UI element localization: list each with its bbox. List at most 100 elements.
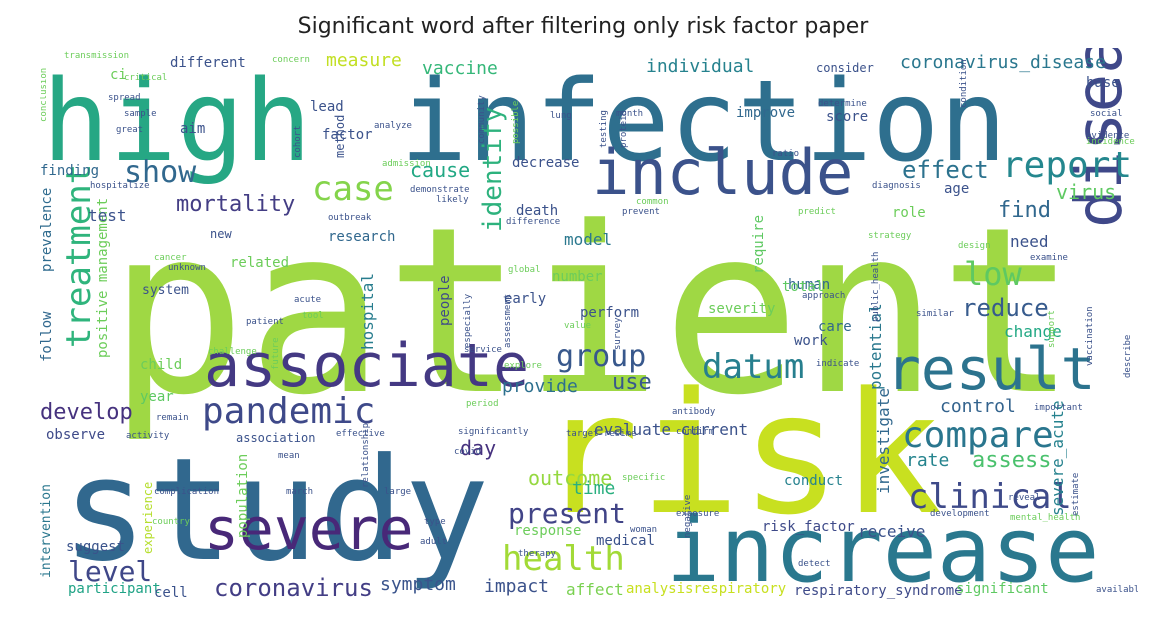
word-examine: examine	[1030, 253, 1068, 263]
word-complication: complication	[154, 487, 220, 497]
word-pandemic: pandemic	[202, 391, 376, 432]
word-score: score	[826, 109, 869, 125]
word-patient-small: patient	[246, 317, 284, 327]
word-future: future	[271, 337, 281, 370]
word-aim: aim	[180, 121, 206, 137]
word-march: march	[286, 487, 314, 497]
word-determine: determine	[818, 99, 867, 109]
word-critical: critical	[124, 73, 168, 83]
word-public-health: public_health	[871, 251, 881, 322]
word-specific: specific	[622, 473, 666, 483]
word-assess: assess	[972, 448, 1052, 473]
word-system: system	[142, 283, 189, 298]
word-important: important	[1034, 403, 1083, 413]
word-improve: improve	[736, 105, 796, 121]
word-death: death	[516, 203, 559, 219]
word-symptom: symptom	[380, 574, 456, 595]
word-time: time	[572, 478, 616, 499]
word-adult: adult	[420, 537, 448, 547]
word-condition: condition	[959, 59, 969, 108]
word-survey: survey	[613, 317, 623, 350]
word-compare: compare	[902, 415, 1054, 456]
word-receive: receive	[858, 522, 926, 541]
word-community: community	[477, 95, 487, 144]
word-support: support	[1047, 310, 1057, 348]
word-consider: consider	[816, 61, 874, 75]
word-high: high	[42, 57, 312, 187]
word-lung: lung	[550, 111, 572, 121]
word-severity: severity	[708, 301, 776, 317]
word-service: service	[464, 345, 502, 355]
word-design: design	[958, 241, 991, 251]
word-research: research	[328, 229, 396, 245]
word-severe: severe	[204, 495, 414, 563]
word-hospitalize: hospitalize	[90, 181, 150, 191]
word-activity: activity	[126, 431, 170, 441]
word-new: new	[210, 227, 232, 241]
word-analysisrespiratory: analysisrespiratory	[626, 581, 787, 597]
word-challenge: challenge	[208, 347, 257, 357]
word-sample: sample	[124, 109, 157, 119]
word-development: development	[930, 509, 990, 519]
word-reveal: reveal	[1008, 493, 1041, 503]
word-medical: medical	[596, 533, 656, 549]
word-base: base	[1086, 75, 1120, 91]
word-assessment: assessment	[503, 293, 513, 348]
word-antibody: antibody	[672, 407, 716, 417]
word-observe: observe	[46, 427, 106, 443]
word-common: common	[636, 197, 669, 207]
word-detect: detect	[798, 559, 831, 569]
word-significantly: significantly	[458, 427, 529, 437]
word-model: model	[564, 230, 613, 249]
word-cohort: cohort	[293, 125, 303, 158]
word-associate: associate	[204, 331, 530, 401]
word-change: change	[1004, 322, 1062, 341]
word-prevalence: prevalence	[40, 187, 55, 272]
word-explore: explore	[504, 361, 542, 371]
word-transmission: transmission	[64, 51, 130, 61]
word-likely: likely	[436, 195, 469, 205]
word-virus: virus	[1056, 180, 1117, 204]
word-report: report	[1002, 145, 1133, 186]
word-ratio: ratio	[772, 149, 800, 159]
word-result: result	[886, 335, 1096, 403]
word-association: association	[236, 431, 316, 445]
word-finding: finding	[40, 163, 100, 179]
word-follow: follow	[40, 311, 55, 362]
word-increase: increase	[666, 498, 1100, 603]
word-global: global	[508, 265, 541, 275]
figure-title: Significant word after filtering only ri…	[297, 14, 869, 39]
word-country: country	[152, 517, 190, 527]
word-demonstrate: demonstrate	[410, 185, 470, 195]
word-risk: risk	[538, 356, 943, 552]
word-human: human	[788, 277, 831, 293]
word-mean: mean	[278, 451, 300, 461]
word-present: present	[508, 497, 627, 530]
word-rate: rate	[906, 450, 950, 471]
word-child: child	[140, 357, 183, 373]
word-coronavirus-disease: coronavirus_disease	[900, 52, 1106, 73]
word-study: study	[62, 428, 490, 593]
word-conduct: conduct	[784, 473, 844, 489]
word-therapy: therapy	[518, 549, 556, 559]
word-admission: admission	[382, 159, 431, 169]
word-intervention: intervention	[40, 484, 54, 578]
word-clinical: clinical	[908, 477, 1072, 517]
word-people: people	[437, 275, 453, 326]
word-factor: factor	[322, 127, 373, 143]
word-target-resime: target resime	[566, 429, 637, 439]
word-hospital: hospital	[358, 272, 377, 350]
word-confirm: confirm	[676, 427, 714, 437]
word-respiratory-syndrome: respiratory_syndrome	[794, 583, 963, 599]
word-related: related	[230, 255, 290, 271]
word-measure: measure	[326, 50, 402, 71]
word-health: health	[502, 539, 625, 579]
word-require: require	[751, 214, 767, 274]
word-use: use	[612, 370, 652, 395]
word-infection: infection	[400, 57, 1007, 187]
word-indicate: indicate	[816, 359, 860, 369]
word-care: care	[818, 319, 852, 335]
word-similar: similar	[916, 309, 954, 319]
word-number: number	[552, 269, 603, 285]
